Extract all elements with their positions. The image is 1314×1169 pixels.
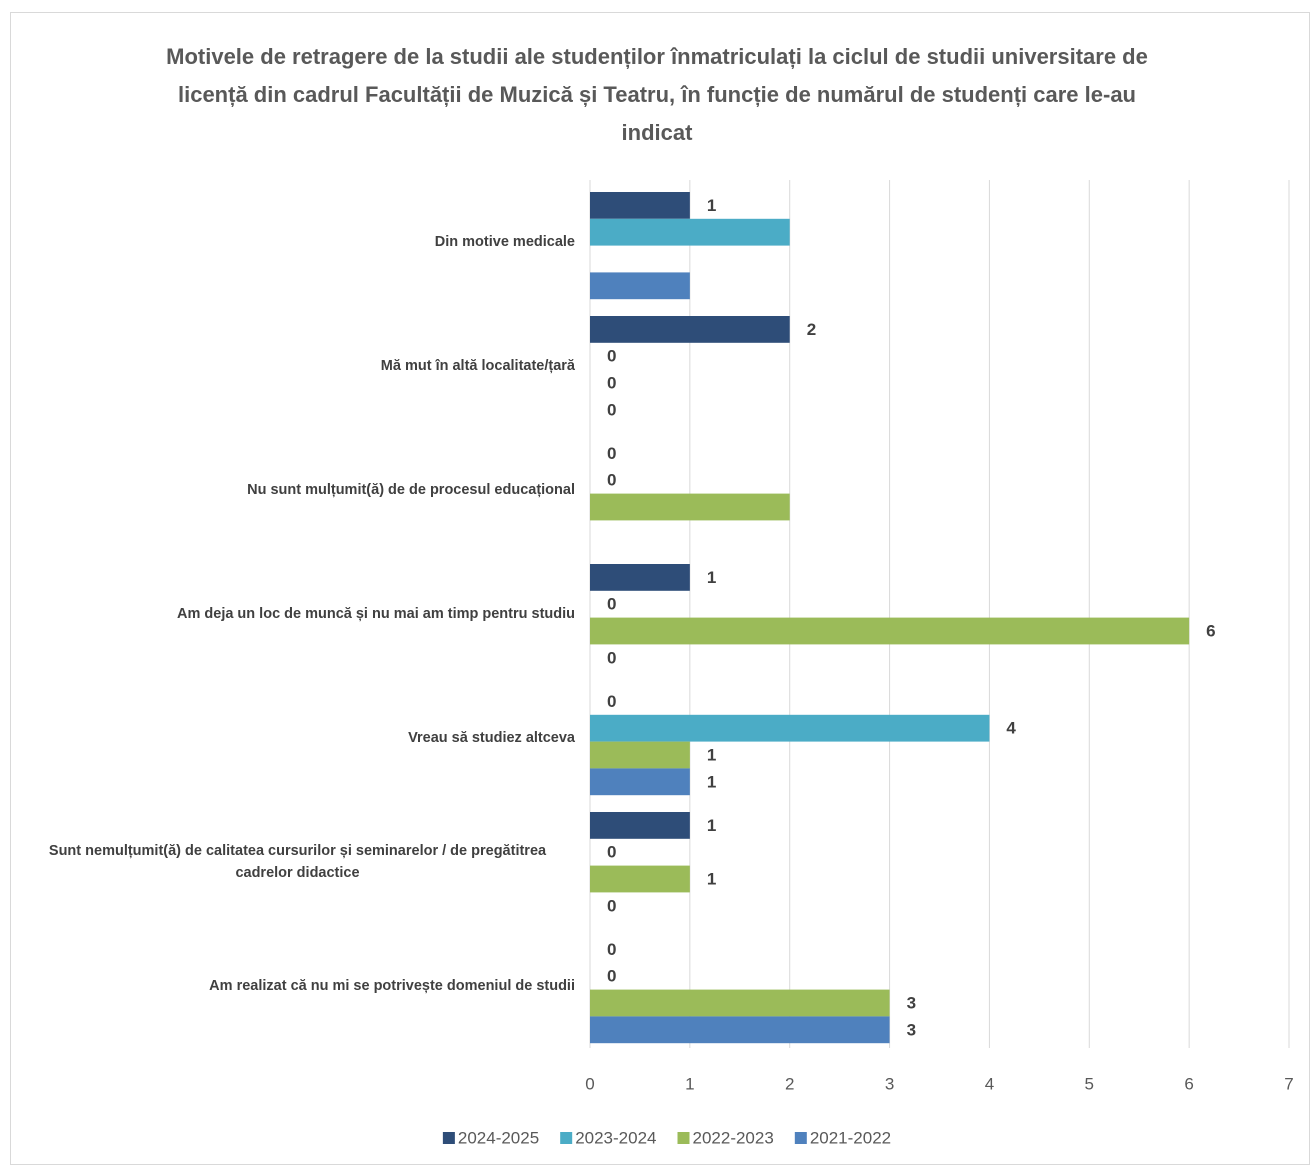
data-label: 2: [807, 320, 816, 339]
data-label: 0: [607, 373, 616, 392]
data-label: 0: [607, 843, 616, 862]
bar: [590, 1016, 890, 1044]
category-label-box: Am deja un loc de muncă și nu mai am tim…: [15, 552, 575, 676]
category-label: Mă mut în altă localitate/țară: [380, 358, 575, 374]
bar: [590, 768, 690, 796]
bar: [590, 218, 790, 246]
data-label: 0: [607, 967, 616, 986]
data-label: 3: [907, 993, 916, 1012]
data-label: 6: [1206, 621, 1215, 640]
legend-swatch: [794, 1132, 807, 1144]
category-label: Nu sunt mulțumit(ă) de de procesul educa…: [247, 482, 575, 498]
category-label-box: Sunt nemulțumit(ă) de calitatea cursuril…: [15, 800, 575, 924]
category-label: Din motive medicale: [434, 234, 575, 250]
category-label: Vreau să studiez altceva: [408, 730, 575, 746]
x-tick-label: 7: [1284, 1074, 1293, 1093]
category-label: Sunt nemulțumit(ă) de calitatea cursuril…: [48, 843, 547, 881]
bar: [590, 493, 790, 521]
data-label: 1: [707, 196, 716, 215]
bar: [590, 272, 690, 300]
data-label: 0: [607, 595, 616, 614]
data-label: 1: [707, 568, 716, 587]
category-label-box: Nu sunt mulțumit(ă) de de procesul educa…: [15, 428, 575, 552]
data-label: 1: [707, 745, 716, 764]
legend-label: 2024-2025: [458, 1128, 539, 1147]
bar: [590, 192, 690, 219]
data-label: 1: [707, 816, 716, 835]
category-label-box: Mă mut în altă localitate/țară: [15, 304, 575, 428]
data-label: 0: [607, 471, 616, 490]
bar: [590, 989, 890, 1017]
legend-swatch: [677, 1132, 690, 1144]
data-label: 0: [607, 692, 616, 711]
category-label: Am realizat că nu mi se potrivește domen…: [209, 978, 575, 994]
data-label: 0: [607, 896, 616, 915]
category-label-box: Din motive medicale: [15, 180, 575, 304]
data-label: 0: [607, 400, 616, 419]
legend-swatch: [560, 1132, 573, 1144]
bar: [590, 564, 690, 591]
chart-title: Motivele de retragere de la studii ale s…: [166, 44, 1148, 145]
data-label: 1: [707, 772, 716, 791]
category-label-box: Am realizat că nu mi se potrivește domen…: [15, 924, 575, 1048]
bar: [590, 714, 990, 742]
x-tick-label: 5: [1085, 1074, 1094, 1093]
category-label: Am deja un loc de muncă și nu mai am tim…: [177, 606, 575, 622]
legend-label: 2021-2022: [810, 1128, 891, 1147]
x-tick-label: 1: [685, 1074, 694, 1093]
data-label: 3: [907, 1020, 916, 1039]
bar: [590, 316, 790, 343]
bar: [590, 741, 690, 769]
legend-swatch: [442, 1132, 455, 1144]
legend-label: 2023-2024: [575, 1128, 656, 1147]
bar: [590, 617, 1190, 645]
x-tick-label: 2: [785, 1074, 794, 1093]
x-tick-label: 0: [585, 1074, 594, 1093]
data-label: 0: [607, 347, 616, 366]
data-label: 0: [607, 940, 616, 959]
chart-frame: [10, 12, 1310, 1165]
data-label: 0: [607, 444, 616, 463]
bar: [590, 865, 690, 893]
x-tick-label: 4: [985, 1074, 994, 1093]
legend-label: 2022-2023: [693, 1128, 774, 1147]
x-tick-label: 3: [885, 1074, 894, 1093]
bar: [590, 812, 690, 839]
data-label: 4: [1006, 719, 1016, 738]
category-label-box: Vreau să studiez altceva: [15, 676, 575, 800]
data-label: 0: [607, 648, 616, 667]
data-label: 1: [707, 869, 716, 888]
x-tick-label: 6: [1184, 1074, 1193, 1093]
